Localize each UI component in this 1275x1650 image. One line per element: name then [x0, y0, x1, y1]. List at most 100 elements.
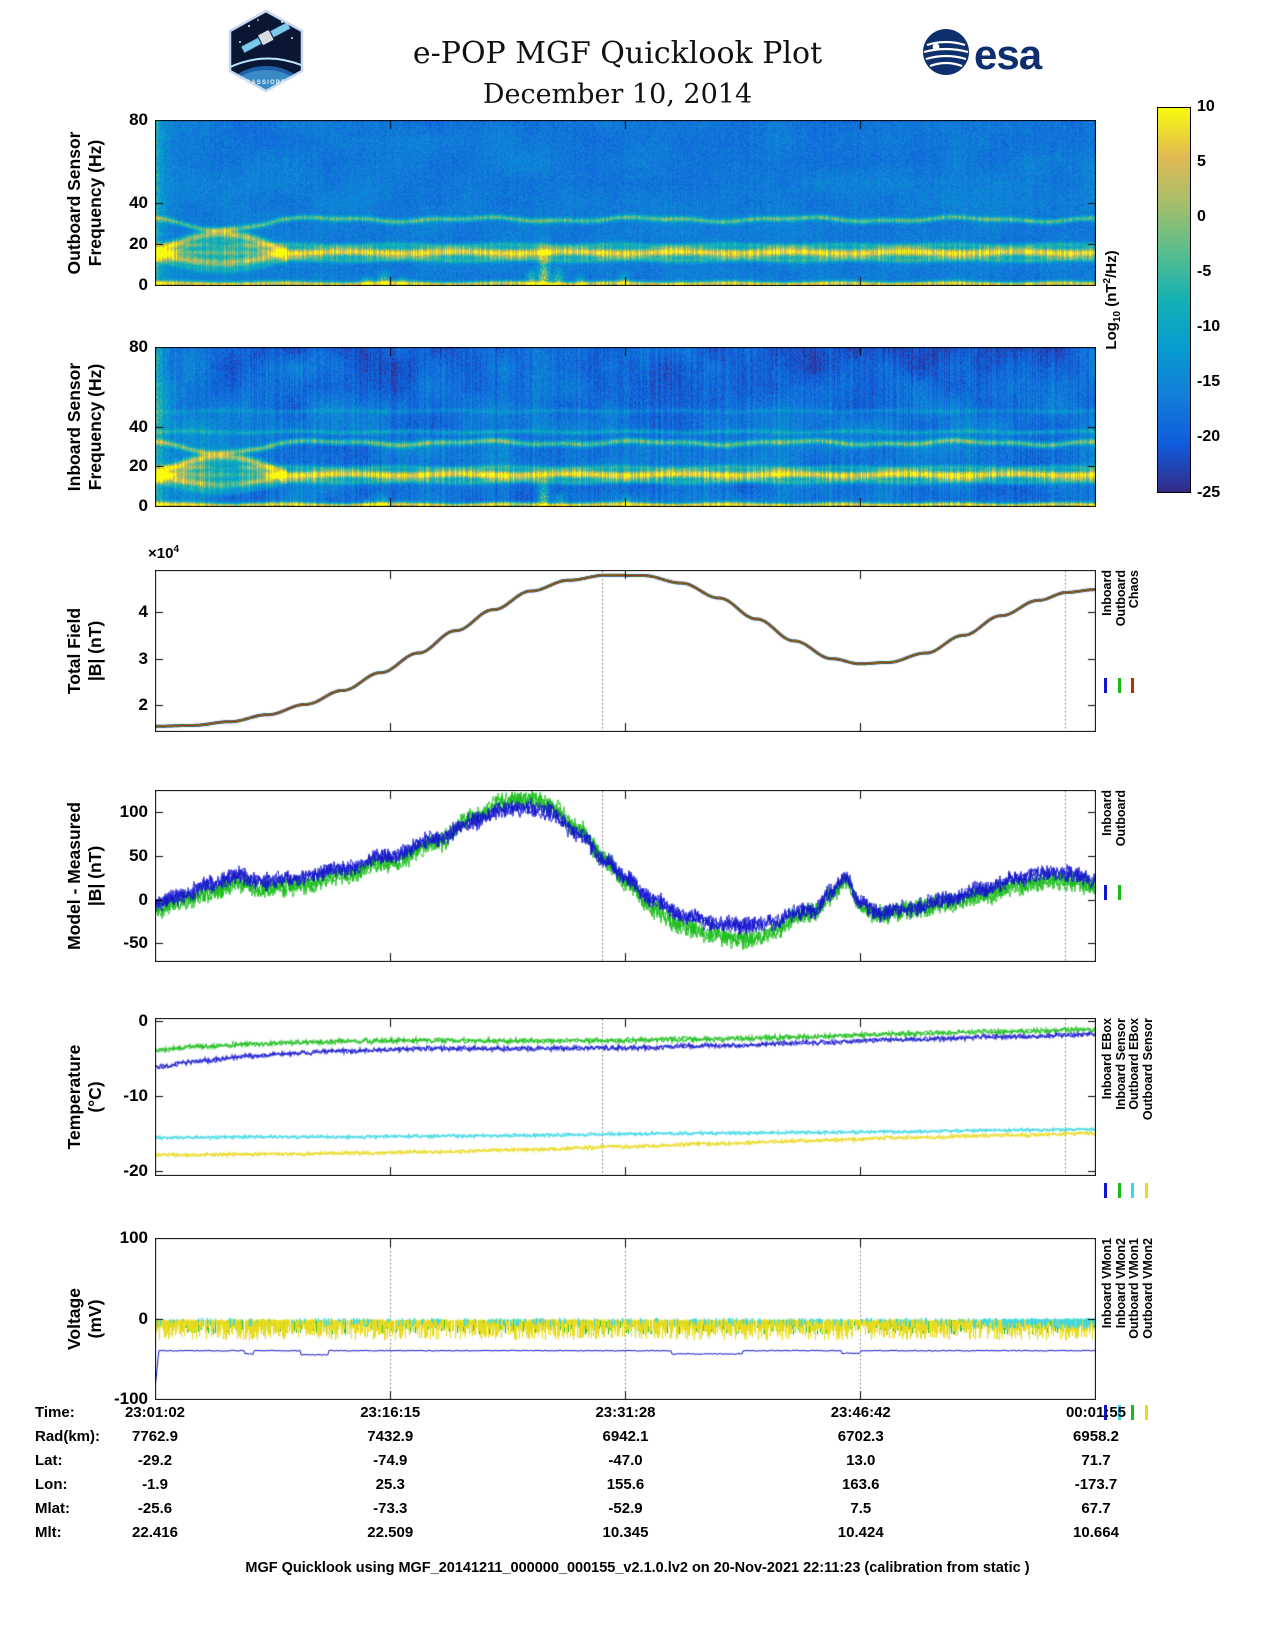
table-cell: 23:16:15: [360, 1404, 421, 1421]
satellite-icon: [240, 21, 291, 54]
panel-model-minus-measured: Model - Measured |B| (nT) -50 0 50 100 Inboa…: [0, 790, 1275, 962]
table-cell: -73.3: [373, 1500, 408, 1517]
table-cell: 7762.9: [132, 1428, 178, 1445]
table-cell: 10.664: [1073, 1524, 1119, 1541]
table-row-label: Time:: [35, 1404, 75, 1421]
table-row-label: Rad(km):: [35, 1428, 101, 1445]
plot-title-block: e-POP MGF Quicklook Plot December 10, 20…: [0, 36, 1255, 110]
table-cell: -47.0: [608, 1452, 643, 1469]
y-tick-label: 4: [138, 602, 148, 621]
table-cell: -52.9: [608, 1500, 643, 1517]
table-row: Lat: -29.2 -74.9 -47.0 13.0 71.7: [0, 1452, 1275, 1476]
legend-label: Inboard EBox: [1100, 1018, 1114, 1100]
colorbar-label-unit: (nT: [1103, 283, 1120, 311]
table-cell: 22.509: [367, 1524, 414, 1541]
y-tick-label: 20: [129, 233, 148, 253]
footer-caption: MGF Quicklook using MGF_20141211_000000_…: [245, 1560, 1030, 1576]
model-minus-measured-plot: [155, 790, 1096, 962]
table-cell: 00:01:55: [1065, 1404, 1127, 1421]
page-title: e-POP MGF Quicklook Plot: [412, 36, 823, 71]
legend-label: Outboard EBox: [1127, 1018, 1141, 1110]
esa-wordmark: esa: [974, 31, 1043, 78]
table-row: Time: 23:01:02 23:16:15 23:31:28 23:46:42 00:…: [0, 1404, 1275, 1428]
table-row: Lon: -1.9 25.3 155.6 163.6 -173.7: [0, 1476, 1275, 1500]
colorbar-label-base: Log: [1103, 322, 1120, 350]
table-row-label: Mlat:: [35, 1500, 70, 1517]
outboard-spectrogram-plot: [155, 120, 1096, 286]
table-row: Mlt: 22.416 22.509 10.345 10.424 10.664: [0, 1524, 1275, 1548]
y-tick-label: 100: [119, 1228, 148, 1247]
total-field-plot: [155, 570, 1096, 732]
legend-label: Inboard: [1100, 790, 1114, 836]
esa-emblem: [923, 29, 969, 75]
legend-key: [1131, 1405, 1134, 1420]
colorbar-tick-label: 0: [1197, 207, 1206, 225]
page-subtitle: December 10, 2014: [482, 79, 753, 110]
table-cell: 6702.3: [837, 1428, 884, 1445]
colorbar: [1157, 107, 1191, 493]
table-cell: 6958.2: [1073, 1428, 1119, 1445]
legend-key: [1117, 678, 1121, 693]
colorbar-tick-label: 5: [1197, 152, 1206, 170]
temperature-plot: [155, 1018, 1096, 1176]
table-cell: 7.5: [850, 1500, 872, 1517]
y-tick-label: 20: [129, 456, 148, 476]
esa-logo: esa: [920, 24, 1050, 85]
table-row-label: Lon:: [35, 1476, 68, 1493]
legend-key: [1104, 678, 1107, 693]
table-cell: 163.6: [841, 1476, 880, 1493]
table-cell: 25.3: [375, 1476, 405, 1493]
y-tick-label: 80: [129, 337, 148, 356]
table-cell: 10.345: [602, 1524, 649, 1541]
table-cell: 71.7: [1081, 1452, 1111, 1469]
table-row-label: Lat:: [35, 1452, 63, 1469]
y-tick-label: 80: [129, 110, 148, 129]
table-cell: 13.0: [846, 1452, 876, 1469]
y-tick-label: 40: [129, 416, 148, 436]
table-cell: 23:46:42: [830, 1404, 891, 1421]
table-row: Mlat: -25.6 -73.3 -52.9 7.5 67.7: [0, 1500, 1275, 1524]
legend-key: [1117, 1183, 1121, 1198]
colorbar-tick-label: 10: [1197, 97, 1215, 115]
y-tick-label: 0: [138, 889, 148, 909]
legend-label: Outboard VMon1: [1127, 1238, 1141, 1339]
legend-label: Chaos: [1127, 570, 1141, 609]
cassiope-badge-text: CASSIOPE: [246, 80, 287, 86]
voltage-plot: [155, 1238, 1096, 1400]
y-tick-label: 2: [138, 695, 148, 715]
y-tick-label: 0: [138, 1011, 148, 1030]
table-cell: 22.416: [132, 1524, 178, 1541]
y-tick-label: 40: [129, 192, 148, 212]
legend-label: Outboard: [1113, 570, 1128, 627]
legend-label: Inboard Sensor: [1113, 1018, 1128, 1110]
legend-key: [1104, 1183, 1107, 1198]
y-tick-label: 50: [129, 845, 148, 865]
legend-label: Inboard VMon1: [1100, 1238, 1114, 1329]
inboard-spectrogram-plot: [155, 347, 1096, 507]
legend-label: Outboard VMon2: [1140, 1238, 1155, 1339]
table-row: Rad(km): 7762.9 7432.9 6942.1 6702.3 6958.2: [0, 1428, 1275, 1452]
y-tick-label: 3: [138, 648, 148, 668]
legend-label: Outboard Sensor: [1140, 1018, 1155, 1121]
table-cell: 155.6: [606, 1476, 645, 1493]
legend-label: Inboard VMon2: [1113, 1238, 1128, 1329]
legend-label: Outboard: [1113, 790, 1128, 847]
table-cell: 6942.1: [602, 1428, 649, 1445]
colorbar-tick-label: -5: [1197, 262, 1212, 280]
y-tick-label: -10: [123, 1085, 148, 1105]
legend-key: [1144, 1405, 1148, 1420]
table-cell: 67.7: [1081, 1500, 1111, 1517]
y-axis-scale-label: ×104: [148, 544, 180, 562]
table-cell: 10.424: [837, 1524, 884, 1541]
y-tick-label: -20: [123, 1160, 148, 1180]
table-cell: -74.9: [373, 1452, 408, 1469]
legend-key: [1104, 1405, 1107, 1420]
legend-key: [1131, 678, 1134, 693]
y-tick-label: -100: [113, 1389, 148, 1408]
colorbar-tick-label: -10: [1197, 318, 1221, 336]
table-cell: 23:31:28: [595, 1404, 656, 1421]
legend-key: [1144, 1183, 1148, 1198]
table-row-label: Mlt:: [35, 1524, 62, 1541]
panel-total-field: Total Field |B| (nT) ×104 2 3 4 Inboard Outb…: [0, 544, 1275, 732]
legend-key: [1131, 1183, 1134, 1198]
